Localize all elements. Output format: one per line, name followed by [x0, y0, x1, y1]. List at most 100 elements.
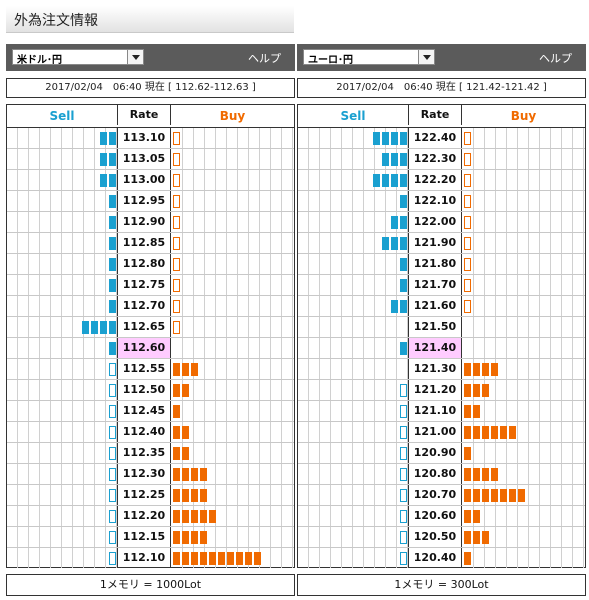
- panel-toolbar: ユーロ･円 ヘルプ: [297, 44, 586, 71]
- sell-header: Sell: [49, 109, 75, 123]
- sell-volume-block: [400, 300, 407, 313]
- grid-cell: [364, 275, 375, 295]
- grid-cell: [62, 401, 73, 421]
- help-link[interactable]: ヘルプ: [248, 52, 281, 65]
- table-row: 121.90: [298, 233, 585, 254]
- grid-cell: [397, 296, 408, 316]
- sell-empty-marker: [109, 510, 116, 523]
- grid-cell: [62, 170, 73, 190]
- grid-cell: [540, 275, 551, 295]
- rate-cell: 112.30: [117, 464, 171, 484]
- grid-cell: [474, 401, 485, 421]
- grid-cell: [496, 527, 507, 547]
- grid-cell: [40, 485, 51, 505]
- grid-cell: [573, 548, 584, 568]
- grid-cell: [551, 317, 562, 337]
- chevron-down-icon[interactable]: [418, 50, 434, 64]
- grid-cell: [342, 380, 353, 400]
- help-link[interactable]: ヘルプ: [539, 52, 572, 65]
- grid-cell: [271, 212, 282, 232]
- grid-cell: [573, 527, 584, 547]
- grid-cell: [320, 254, 331, 274]
- grid-cell: [62, 128, 73, 148]
- grid-cell: [353, 338, 364, 358]
- grid-cell: [282, 170, 293, 190]
- grid-cell: [364, 506, 375, 526]
- grid-cell: [216, 254, 227, 274]
- rate-cell: 121.90: [408, 233, 462, 253]
- grid-cell: [573, 233, 584, 253]
- rate-cell: 112.85: [117, 233, 171, 253]
- grid-cell: [551, 464, 562, 484]
- grid-cell: [216, 128, 227, 148]
- grid-cell: [40, 149, 51, 169]
- buy-empty-marker: [173, 153, 180, 166]
- grid-cell: [106, 191, 117, 211]
- grid-cell: [463, 191, 474, 211]
- grid-cell: [331, 128, 342, 148]
- grid-cell: [331, 191, 342, 211]
- buy-volume-block: [182, 510, 189, 523]
- rate-cell: 121.50: [408, 317, 462, 337]
- grid-cell: [573, 401, 584, 421]
- grid-cell: [227, 527, 238, 547]
- buy-volume-block: [182, 468, 189, 481]
- grid-cell: [573, 422, 584, 442]
- sell-empty-marker: [109, 384, 116, 397]
- grid-cell: [529, 443, 540, 463]
- grid-cell: [73, 128, 84, 148]
- grid-cell: [331, 254, 342, 274]
- grid-cell: [540, 506, 551, 526]
- grid-cell: [573, 191, 584, 211]
- grid-cell: [551, 296, 562, 316]
- grid-cell: [320, 506, 331, 526]
- grid-cell: [562, 233, 573, 253]
- grid-cell: [18, 359, 29, 379]
- rate-cell: 122.20: [408, 170, 462, 190]
- currency-pair-select[interactable]: ユーロ･円: [303, 49, 435, 66]
- grid-cell: [249, 422, 260, 442]
- grid-cell: [260, 275, 271, 295]
- grid-cell: [7, 443, 18, 463]
- grid-cell: [194, 401, 205, 421]
- grid-cell: [507, 149, 518, 169]
- grid-cell: [540, 401, 551, 421]
- grid-cell: [529, 275, 540, 295]
- grid-cell: [73, 149, 84, 169]
- grid-cell: [95, 506, 106, 526]
- grid-cell: [342, 338, 353, 358]
- grid-cell: [271, 380, 282, 400]
- chevron-down-icon[interactable]: [127, 50, 143, 64]
- grid-cell: [172, 338, 183, 358]
- rate-cell: 113.10: [117, 128, 171, 148]
- grid-cell: [194, 443, 205, 463]
- grid-cell: [95, 254, 106, 274]
- grid-cell: [375, 359, 386, 379]
- grid-cell: [353, 254, 364, 274]
- buy-volume-block: [473, 363, 480, 376]
- grid-cell: [238, 464, 249, 484]
- sell-volume-block: [391, 153, 398, 166]
- grid-cell: [183, 254, 194, 274]
- grid-cell: [507, 464, 518, 484]
- grid-cell: [463, 128, 474, 148]
- grid-cell: [474, 275, 485, 295]
- grid-cell: [364, 401, 375, 421]
- grid-cell: [40, 527, 51, 547]
- currency-pair-select[interactable]: 米ドル･円: [12, 49, 144, 66]
- grid-cell: [205, 275, 216, 295]
- grid-cell: [562, 548, 573, 568]
- grid-cell: [320, 485, 331, 505]
- rate-cell: 121.60: [408, 296, 462, 316]
- sell-empty-marker: [400, 384, 407, 397]
- grid-cell: [95, 275, 106, 295]
- grid-cell: [529, 485, 540, 505]
- grid-cell: [463, 212, 474, 232]
- grid-cell: [562, 170, 573, 190]
- table-row: 112.30: [7, 464, 294, 485]
- grid-cell: [397, 233, 408, 253]
- grid-cell: [106, 233, 117, 253]
- grid-cell: [18, 317, 29, 337]
- buy-volume-block: [509, 426, 516, 439]
- grid-cell: [183, 191, 194, 211]
